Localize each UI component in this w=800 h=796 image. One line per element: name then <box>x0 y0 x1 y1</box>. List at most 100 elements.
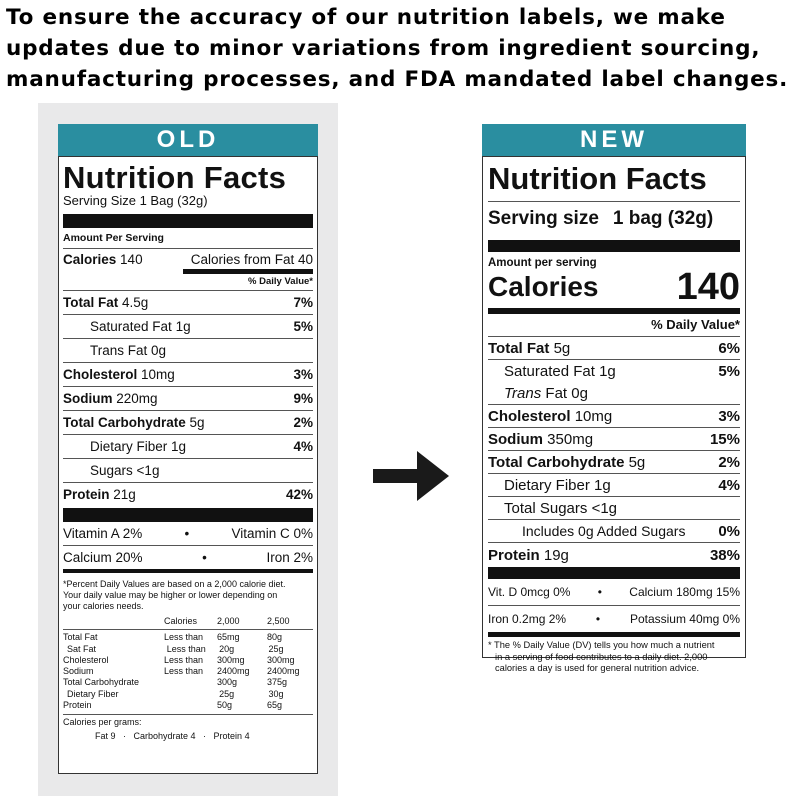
old-nutrient-label: Total Carbohydrate <box>63 415 186 430</box>
new-nutrient-dv: 5% <box>718 362 740 380</box>
old-dv-table-row: Cholesterol Less than 300mg 300mg <box>63 654 295 665</box>
old-nutrient-dv: 5% <box>293 319 313 334</box>
new-nutrient-amount: 5g <box>553 339 571 357</box>
new-potassium: Potassium 40mg 0% <box>629 612 740 626</box>
old-calories-from-fat: Calories from Fat 40 <box>190 251 313 267</box>
new-nutrient-dv: 2% <box>718 453 740 471</box>
old-nutrient-dv: 4% <box>293 439 313 454</box>
old-serving-size: Serving Size 1 Bag (32g) <box>63 193 208 208</box>
old-nutrient-label: Cholesterol <box>63 367 138 382</box>
old-nutrient-label: Sodium <box>63 391 113 406</box>
arrow-head-icon <box>417 451 449 501</box>
old-footnote-3: your calories needs. <box>63 601 144 611</box>
new-nutrient-label: Total Sugars <box>504 499 588 517</box>
new-nutrient-dv: 15% <box>709 430 740 448</box>
old-vitamin-c: Vitamin C 0% <box>231 526 313 541</box>
old-bullet: • <box>202 550 207 565</box>
new-banner: NEW <box>482 124 746 156</box>
old-protein-label: Protein <box>63 487 110 502</box>
old-nutrient-row: Cholesterol 10mg 3% <box>63 363 313 387</box>
old-nutrient-dv: 3% <box>293 367 313 382</box>
old-protein-amount: 21g <box>113 487 136 502</box>
new-nutrient-label: Sodium <box>488 430 543 448</box>
new-nutrient-label: Total Fat <box>488 339 550 357</box>
old-nutrient-dv: 2% <box>293 415 313 430</box>
new-nutrient-list: Total Fat 5g 6% Saturated Fat 1g 5% Trans Fa… <box>488 337 740 543</box>
new-protein-row: Protein 19g 38% <box>488 543 740 567</box>
old-footnote-1: *Percent Daily Values are based on a 2,0… <box>63 579 286 589</box>
old-dv-table-row: Total Carbohydrate 300g 375g <box>63 677 288 688</box>
old-protein-dv: 42% <box>285 487 313 502</box>
new-iron: Iron 0.2mg 2% <box>488 612 567 626</box>
old-dv-table-head: Calories 2,000 2,500 <box>63 616 313 631</box>
new-amount-per-serving: Amount per serving <box>488 257 597 269</box>
old-nutrient-row: Sodium 220mg 9% <box>63 387 313 411</box>
old-footnote: *Percent Daily Values are based on a 2,0… <box>63 579 313 612</box>
new-nutrient-amount: 1g <box>594 476 611 494</box>
header-notice: To ensure the accuracy of our nutrition … <box>6 2 796 95</box>
old-medium-divider-2 <box>63 569 313 573</box>
old-dv-table-row: Protein 50g 65g <box>63 700 283 711</box>
new-nutrient-row: Total Fat 5g 6% <box>488 337 740 360</box>
new-serving-label: Serving size <box>488 208 599 229</box>
new-serving-row: Serving size 1 bag (32g) <box>488 201 740 234</box>
new-nutrient-amount: 10mg <box>574 407 613 425</box>
new-footnote-1: * The % Daily Value (DV) tells you how m… <box>488 640 715 650</box>
old-nutrient-amount: 4.5g <box>122 295 149 310</box>
new-calories-value: 140 <box>676 265 740 308</box>
old-cal-per-gram: Calories per grams: Fat 9 · Carbohydrate… <box>63 714 313 742</box>
old-calories-label: Calories <box>63 251 117 267</box>
new-title: Nutrition Facts <box>488 161 707 196</box>
header-line-2: updates due to minor variations from ing… <box>6 36 761 61</box>
old-nutrient-row: Saturated Fat 1g 5% <box>63 315 313 339</box>
old-nutrient-row: Sugars <1g <box>63 459 313 483</box>
new-nutrient-dv: 4% <box>718 476 740 494</box>
old-nutrient-amount: 1g <box>175 319 191 334</box>
new-nutrient-row: Includes 0g Added Sugars 0% <box>488 520 740 543</box>
old-dv-table-body: Total Fat Less than 65mg 80g Sat Fat Less tha… <box>63 632 313 711</box>
old-amount-per-serving: Amount Per Serving <box>63 232 313 249</box>
new-thick-divider-2 <box>488 567 740 579</box>
old-thick-divider-2 <box>63 508 313 522</box>
old-nutrient-label: Trans Fat <box>90 343 148 358</box>
new-nutrient-row: Dietary Fiber 1g 4% <box>488 474 740 497</box>
old-dv-table-row: Sat Fat Less than 20g 25g <box>67 643 284 654</box>
old-dv-table-row: Dietary Fiber 25g 30g <box>67 688 284 699</box>
new-nutrient-row: Cholesterol 10mg 3% <box>488 405 740 428</box>
new-nutrient-amount: 5g <box>628 453 646 471</box>
new-nutrient-amount: 1g <box>599 362 616 380</box>
old-calories-value: 140 <box>120 251 143 267</box>
old-dv-table-row: Sodium Less than 2400mg 2400mg <box>63 666 300 677</box>
header-line-3: manufacturing processes, and FDA mandate… <box>6 67 789 92</box>
new-nutrient-row: Trans Fat 0g <box>488 382 740 405</box>
new-serving-value: 1 bag (32g) <box>612 208 714 229</box>
old-nutrient-label: Total Fat <box>63 295 119 310</box>
new-footnote: * The % Daily Value (DV) tells you how m… <box>488 640 740 675</box>
new-thick-divider <box>488 240 740 252</box>
new-nutrient-dv: 6% <box>718 339 740 357</box>
old-nutrient-row: Total Fat 4.5g 7% <box>63 291 313 315</box>
new-nutrient-row: Total Sugars <1g <box>488 497 740 520</box>
old-calcium: Calcium 20% <box>63 550 143 565</box>
new-bullet: • <box>597 585 602 599</box>
new-calcium: Calcium 180mg 15% <box>629 585 740 599</box>
old-dv-table: Calories 2,000 2,500 Total Fat Less than 6… <box>63 616 313 711</box>
old-banner: OLD <box>58 124 318 156</box>
old-vitamin-row-1: Vitamin A 2% • Vitamin C 0% <box>63 522 313 546</box>
old-nutrient-amount: 5g <box>189 415 205 430</box>
new-nutrient-label: Includes 0g Added Sugars <box>522 522 686 539</box>
new-calories-row: Calories 140 <box>488 266 740 308</box>
new-vitamin-d: Vit. D 0mcg 0% <box>488 585 571 599</box>
old-dv-table-row: Total Fat Less than 65mg 80g <box>63 632 283 643</box>
new-nutrient-row: Sodium 350mg 15% <box>488 428 740 451</box>
old-vitamin-row-2: Calcium 20% • Iron 2% <box>63 546 313 569</box>
old-nutrient-row: Total Carbohydrate 5g 2% <box>63 411 313 435</box>
old-nutrient-amount: <1g <box>136 463 160 478</box>
new-protein-dv: 38% <box>709 546 740 564</box>
new-nutrient-label: Saturated Fat <box>504 362 595 380</box>
old-protein-row: Protein 21g 42% <box>63 483 313 506</box>
old-nutrient-dv: 7% <box>293 295 313 310</box>
old-vitamin-a: Vitamin A 2% <box>63 526 143 541</box>
old-thick-divider <box>63 214 313 228</box>
old-nutrient-label: Dietary Fiber <box>90 439 168 454</box>
